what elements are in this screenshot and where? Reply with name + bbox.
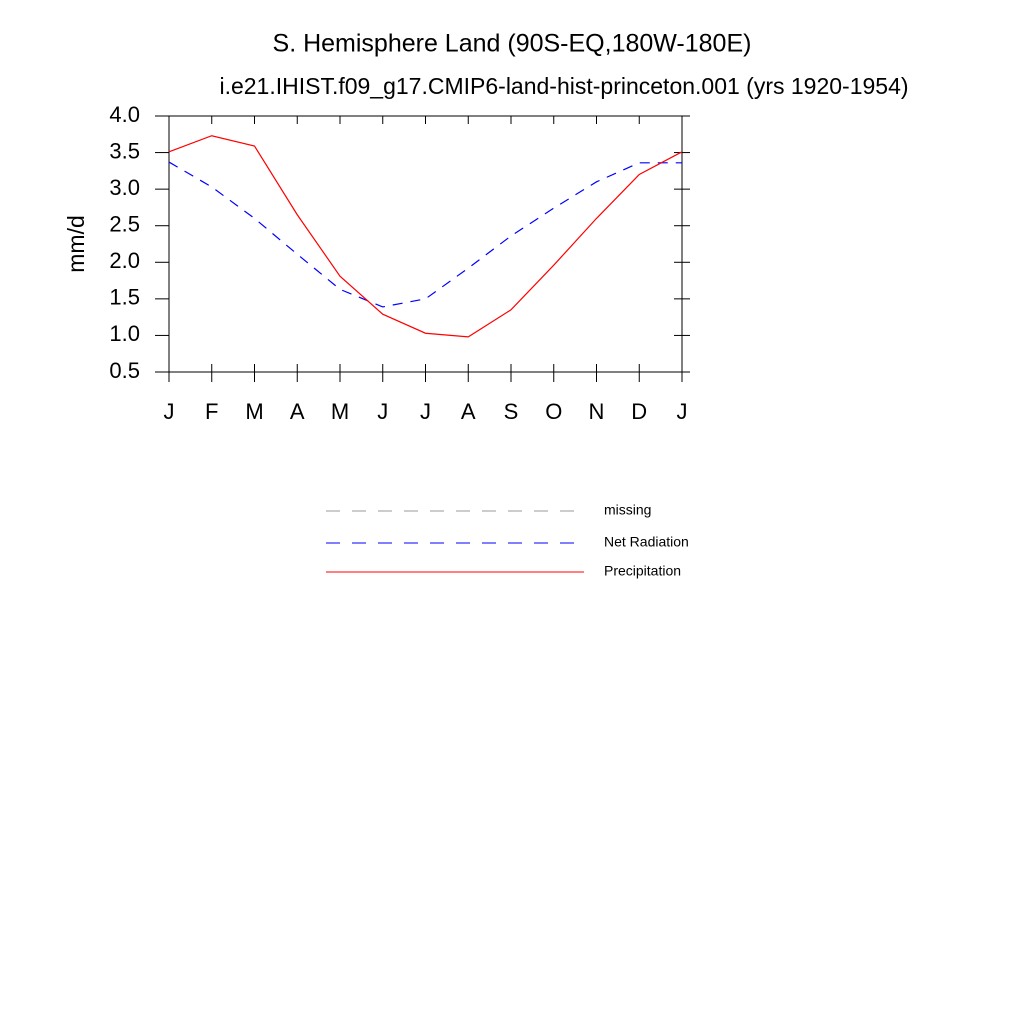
x-tick-label: F — [205, 399, 218, 424]
chart-title: S. Hemisphere Land (90S-EQ,180W-180E) — [273, 30, 752, 58]
y-tick-label: 3.0 — [109, 175, 140, 200]
y-tick-label: 0.5 — [109, 358, 140, 383]
x-tick-label: M — [331, 399, 349, 424]
series-line — [168, 135, 683, 338]
x-tick-label: J — [420, 399, 431, 424]
x-tick-label: D — [631, 399, 647, 424]
x-tick-label: N — [589, 399, 605, 424]
legend-label: Precipitation — [604, 563, 681, 579]
x-tick-label: S — [504, 399, 519, 424]
legend-label: missing — [604, 502, 651, 518]
y-axis-label: mm/d — [63, 215, 89, 273]
series-line — [168, 161, 682, 308]
x-tick-label: O — [545, 399, 562, 424]
y-tick-label: 2.5 — [109, 212, 140, 237]
x-tick-label: A — [461, 399, 476, 424]
y-tick-label: 4.0 — [109, 102, 140, 127]
y-tick-label: 3.5 — [109, 138, 140, 163]
x-tick-label: M — [245, 399, 263, 424]
legend-label: Net Radiation — [604, 534, 689, 550]
y-tick-label: 2.0 — [109, 248, 140, 273]
x-tick-label: J — [677, 399, 688, 424]
x-tick-label: A — [290, 399, 305, 424]
x-tick-label: J — [377, 399, 388, 424]
y-tick-label: 1.5 — [109, 285, 140, 310]
y-tick-label: 1.0 — [109, 321, 140, 346]
x-tick-label: J — [164, 399, 175, 424]
chart-subtitle: i.e21.IHIST.f09_g17.CMIP6-land-hist-prin… — [219, 73, 908, 99]
